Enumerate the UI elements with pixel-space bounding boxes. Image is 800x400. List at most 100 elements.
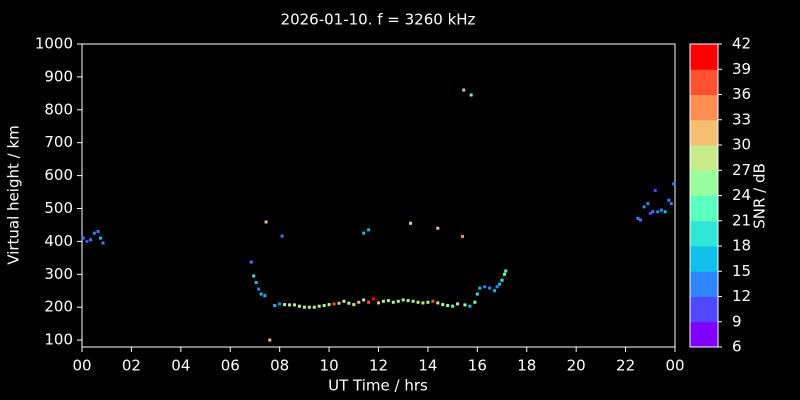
data-point [312,305,316,309]
data-point [411,299,415,303]
data-point [638,218,642,222]
data-point [322,304,326,308]
colorbar-tick-label: 33 [732,110,751,128]
data-point [667,198,671,202]
data-point [278,302,282,306]
x-tick-label: 02 [122,357,141,375]
data-point [386,299,390,303]
data-point [648,211,652,215]
data-point [500,278,504,282]
data-point [307,305,311,309]
data-point [656,210,660,214]
colorbar-label: SNR / dB [751,163,769,229]
data-point [461,234,465,238]
colorbar-tick-label: 12 [732,287,751,305]
colorbar-tick-label: 24 [732,186,751,204]
data-point [342,299,346,303]
data-point [362,298,366,302]
data-point [504,269,508,273]
colorbar-tick-label: 42 [732,35,751,53]
x-tick-label: 16 [468,357,487,375]
data-point [642,205,646,209]
data-point [81,236,85,240]
data-point [401,298,405,302]
data-point [431,299,435,303]
data-point [337,301,341,305]
colorbar-segment [690,94,718,121]
data-point [436,226,440,230]
data-point [257,287,261,291]
x-tick-label: 18 [517,357,536,375]
data-point [263,294,267,298]
data-point [636,216,640,220]
data-point [280,234,284,238]
data-point [268,338,272,342]
colorbar-segment [690,119,718,146]
data-point [659,208,663,212]
data-point [493,289,497,293]
data-point [367,300,371,304]
y-tick-label: 700 [44,133,73,151]
data-point [421,301,425,305]
data-point [249,260,253,264]
data-point [463,303,467,307]
data-point [302,305,306,309]
data-point [377,301,380,305]
colorbar-segment [690,321,718,348]
data-point [89,238,93,242]
colorbar-tick-label: 27 [732,161,751,179]
x-tick-label: 08 [270,357,289,375]
data-point [409,221,413,225]
data-point [357,300,361,304]
data-point [483,285,487,289]
data-point [441,303,445,307]
y-tick-label: 300 [44,265,73,283]
data-point [669,202,673,206]
x-tick-label: 14 [418,357,437,375]
data-point [462,88,466,92]
colorbar-segment [690,220,718,247]
data-point [396,299,400,303]
data-point [347,301,351,305]
colorbar-segment [690,195,718,222]
data-point [85,239,89,243]
data-point [503,272,507,276]
y-tick-label: 800 [44,100,73,118]
data-point [468,304,472,308]
data-point [475,292,479,296]
data-point [288,303,292,307]
x-tick-label: 22 [616,357,635,375]
data-point [273,304,277,308]
data-point [372,297,376,301]
data-point [469,93,473,97]
data-point [426,300,430,304]
data-point [391,300,395,304]
colorbar-segment [690,271,718,297]
data-point [663,210,667,214]
colorbar-tick-label: 6 [732,338,742,356]
y-tick-label: 900 [44,67,73,85]
colorbar-segment [690,296,718,323]
data-point [264,220,268,224]
x-tick-label: 10 [320,357,339,375]
colorbar-tick-label: 18 [732,237,751,255]
data-point [259,292,263,296]
y-tick-label: 600 [44,166,73,184]
data-point [92,231,96,235]
data-point [651,210,655,214]
data-point [254,281,258,285]
y-tick-label: 100 [44,331,73,349]
y-tick-label: 1000 [35,35,73,53]
data-point [478,286,482,290]
data-point [456,302,460,306]
data-point [362,231,366,235]
colorbar-tick-label: 39 [732,60,751,78]
colorbar-tick-label: 15 [732,262,751,280]
x-tick-label: 12 [369,357,388,375]
data-point [317,304,321,308]
data-point [352,303,356,307]
data-point [646,202,650,206]
data-point [283,303,287,307]
